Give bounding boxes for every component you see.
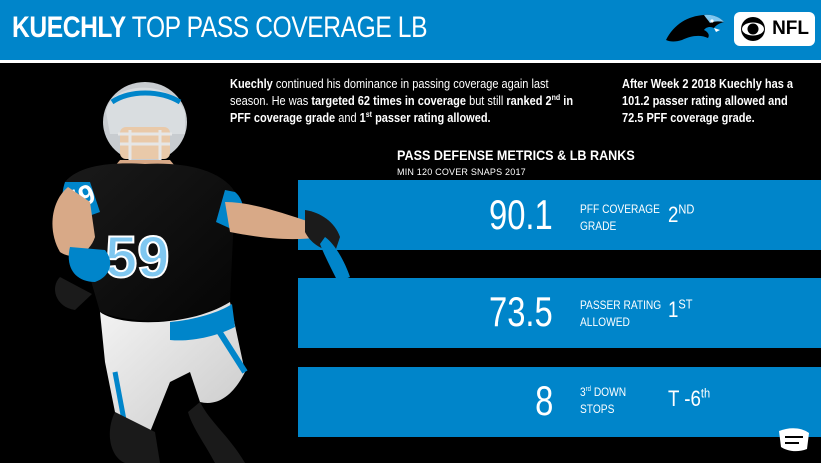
- intro-rank-1: 1: [359, 111, 366, 125]
- metric-bar-2: [298, 278, 821, 348]
- header-divider: [0, 60, 821, 63]
- cbs-corner-logo-icon: [779, 428, 809, 452]
- logos: NFL: [664, 6, 815, 52]
- metric-rank-coverage-grade: 2ND: [668, 202, 694, 228]
- rank-main: T -6: [668, 386, 701, 411]
- rank-sup: ND: [678, 201, 695, 217]
- intro-text-1: continued his dominance in passing cover…: [230, 77, 549, 108]
- intro-paragraph: Kuechly continued his dominance in passi…: [230, 76, 582, 127]
- cbs-nfl-logo: NFL: [734, 12, 815, 46]
- player-photo-icon: 59 59: [52, 82, 350, 463]
- metric-label-line2: STOPS: [580, 402, 615, 416]
- metric-label-third-down-stops: 3rd DOWN STOPS: [580, 384, 626, 418]
- rank-main: 1: [668, 297, 679, 322]
- intro-rank-2-sup: nd: [551, 92, 561, 102]
- metric-value-passer-rating: 73.5: [489, 288, 553, 335]
- metric-label-line2: GRADE: [580, 219, 617, 233]
- jersey-number: 59: [105, 225, 170, 290]
- week2-paragraph: After Week 2 2018 Kuechly has a 101.2 pa…: [622, 77, 793, 125]
- metric-bar-3: [298, 367, 821, 437]
- metric-value-third-down-stops: 8: [534, 377, 553, 424]
- intro-and: and: [335, 111, 360, 125]
- metric-label-passer-rating: PASSER RATING ALLOWED: [580, 297, 661, 331]
- metric-label-coverage-grade: PFF COVERAGE GRADE: [580, 201, 660, 235]
- label-down: DOWN: [590, 385, 627, 399]
- rank-sup: th: [700, 385, 711, 401]
- metric-bar-1: [298, 180, 821, 250]
- metric-rank-passer-rating: 1ST: [668, 297, 693, 323]
- metrics-subtitle: MIN 120 COVER SNAPS 2017: [397, 167, 526, 177]
- nfl-label: NFL: [772, 18, 809, 39]
- metric-label-line1: PFF COVERAGE: [580, 202, 660, 216]
- title-bold: KUECHLY: [12, 11, 126, 44]
- label-third: 3: [580, 385, 586, 399]
- intro-rank-2: ranked 2: [506, 94, 552, 108]
- label-third-sup: rd: [585, 386, 591, 393]
- intro-targeted: targeted 62 times in coverage: [311, 94, 467, 108]
- panthers-logo-icon: [666, 14, 725, 42]
- intro-rank-1-sup: st: [365, 109, 373, 119]
- intro-text-2: but still: [466, 94, 507, 108]
- header-bar: KUECHLY TOP PASS COVERAGE LB NFL: [0, 0, 821, 60]
- page-title: KUECHLY TOP PASS COVERAGE LB: [12, 11, 427, 45]
- metric-label-line2: ALLOWED: [580, 315, 630, 329]
- metric-value-coverage-grade: 90.1: [489, 191, 553, 238]
- metric-label-line1: PASSER RATING: [580, 298, 662, 312]
- title-rest: TOP PASS COVERAGE LB: [125, 11, 428, 44]
- rank-sup: ST: [678, 296, 693, 312]
- intro-coverage-grade: in PFF coverage grade: [230, 94, 574, 125]
- intro-name: Kuechly: [230, 77, 273, 91]
- cbs-eye-icon: [741, 17, 766, 41]
- metric-rank-third-down-stops: T -6th: [668, 386, 710, 412]
- intro-passer-rating: passer rating allowed.: [372, 111, 491, 125]
- rank-main: 2: [668, 202, 679, 227]
- metrics-title: PASS DEFENSE METRICS & LB RANKS: [397, 147, 635, 163]
